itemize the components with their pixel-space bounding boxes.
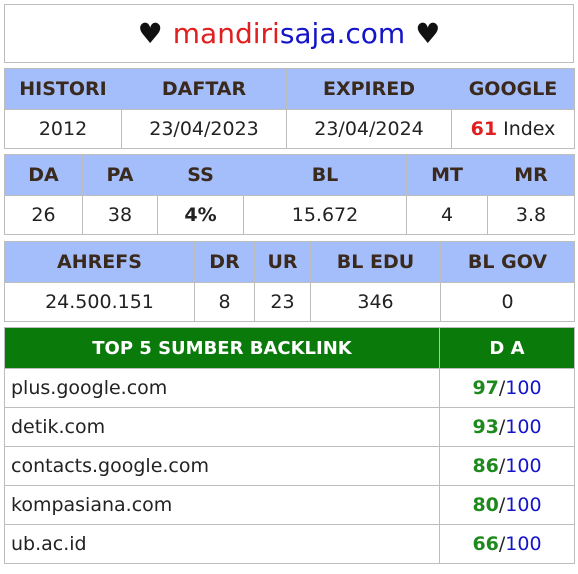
backlink-da-score: 93 bbox=[472, 416, 499, 438]
value-google: 61 Index bbox=[451, 109, 575, 149]
backlink-domain: contacts.google.com bbox=[4, 446, 440, 486]
value-bl-edu: 346 bbox=[310, 282, 441, 322]
backlink-da-max: 100 bbox=[505, 494, 542, 516]
site-name-part2: saja.com bbox=[279, 17, 406, 50]
value-ur: 23 bbox=[254, 282, 311, 322]
backlink-domain: detik.com bbox=[4, 407, 440, 447]
value-ahrefs: 24.500.151 bbox=[4, 282, 195, 322]
value-pa: 38 bbox=[82, 195, 158, 235]
backlink-domain: kompasiana.com bbox=[4, 485, 440, 525]
heart-left-icon: ♥ bbox=[137, 17, 163, 50]
header-dr: DR bbox=[194, 241, 255, 283]
header-expired: EXPIRED bbox=[286, 68, 452, 110]
backlink-da-score: 97 bbox=[472, 377, 499, 399]
value-histori: 2012 bbox=[4, 109, 122, 149]
google-index-suffix: Index bbox=[503, 118, 556, 140]
site-name-part1: mandiri bbox=[172, 17, 280, 50]
header-backlink-source: TOP 5 SUMBER BACKLINK bbox=[4, 327, 440, 369]
value-bl: 15.672 bbox=[243, 195, 407, 235]
value-expired: 23/04/2024 bbox=[286, 109, 452, 149]
metrics-table: DA PA SS BL MT MR 26 38 4% 15.672 4 3.8 bbox=[4, 154, 575, 235]
value-mt: 4 bbox=[406, 195, 488, 235]
backlink-domain: plus.google.com bbox=[4, 368, 440, 408]
header-ahrefs: AHREFS bbox=[4, 241, 195, 283]
backlink-da-sep: / bbox=[498, 533, 506, 555]
header-google: GOOGLE bbox=[451, 68, 575, 110]
backlink-table: TOP 5 SUMBER BACKLINK D A plus.google.co… bbox=[4, 327, 575, 564]
backlink-da: 66/100 bbox=[439, 524, 575, 564]
backlink-da-score: 80 bbox=[472, 494, 499, 516]
backlink-da-sep: / bbox=[498, 494, 506, 516]
header-daftar: DAFTAR bbox=[121, 68, 287, 110]
backlink-da-max: 100 bbox=[505, 377, 542, 399]
backlink-row: contacts.google.com 86/100 bbox=[4, 446, 575, 486]
backlink-row: plus.google.com 97/100 bbox=[4, 368, 575, 408]
header-pa: PA bbox=[82, 154, 158, 196]
backlink-da: 86/100 bbox=[439, 446, 575, 486]
backlink-da-sep: / bbox=[498, 455, 506, 477]
backlink-da-score: 86 bbox=[472, 455, 499, 477]
backlink-da: 93/100 bbox=[439, 407, 575, 447]
backlink-row: kompasiana.com 80/100 bbox=[4, 485, 575, 525]
header-backlink-da: D A bbox=[439, 327, 575, 369]
value-bl-gov: 0 bbox=[440, 282, 575, 322]
backlink-da-max: 100 bbox=[505, 455, 542, 477]
header-mr: MR bbox=[487, 154, 575, 196]
header-ss: SS bbox=[157, 154, 244, 196]
value-dr: 8 bbox=[194, 282, 255, 322]
header-histori: HISTORI bbox=[4, 68, 122, 110]
backlink-da: 97/100 bbox=[439, 368, 575, 408]
backlink-da-sep: / bbox=[498, 377, 506, 399]
header-da: DA bbox=[4, 154, 83, 196]
value-da: 26 bbox=[4, 195, 83, 235]
site-name: mandirisaja.com bbox=[173, 17, 405, 50]
backlink-da-sep: / bbox=[498, 416, 506, 438]
google-index-count: 61 bbox=[470, 118, 498, 140]
backlink-da-score: 66 bbox=[472, 533, 499, 555]
value-daftar: 23/04/2023 bbox=[121, 109, 287, 149]
backlink-da-max: 100 bbox=[505, 533, 542, 555]
header-bl-gov: BL GOV bbox=[440, 241, 575, 283]
ahrefs-table: AHREFS DR UR BL EDU BL GOV 24.500.151 8 … bbox=[4, 241, 575, 322]
header-bl: BL bbox=[243, 154, 407, 196]
backlink-row: detik.com 93/100 bbox=[4, 407, 575, 447]
header-mt: MT bbox=[406, 154, 488, 196]
history-table: HISTORI DAFTAR EXPIRED GOOGLE 2012 23/04… bbox=[4, 68, 575, 149]
site-title: ♥ mandirisaja.com ♥ bbox=[4, 4, 574, 63]
heart-right-icon: ♥ bbox=[415, 17, 441, 50]
header-bl-edu: BL EDU bbox=[310, 241, 441, 283]
value-ss: 4% bbox=[157, 195, 244, 235]
backlink-row: ub.ac.id 66/100 bbox=[4, 524, 575, 564]
header-ur: UR bbox=[254, 241, 311, 283]
value-mr: 3.8 bbox=[487, 195, 575, 235]
backlink-da: 80/100 bbox=[439, 485, 575, 525]
backlink-domain: ub.ac.id bbox=[4, 524, 440, 564]
backlink-da-max: 100 bbox=[505, 416, 542, 438]
